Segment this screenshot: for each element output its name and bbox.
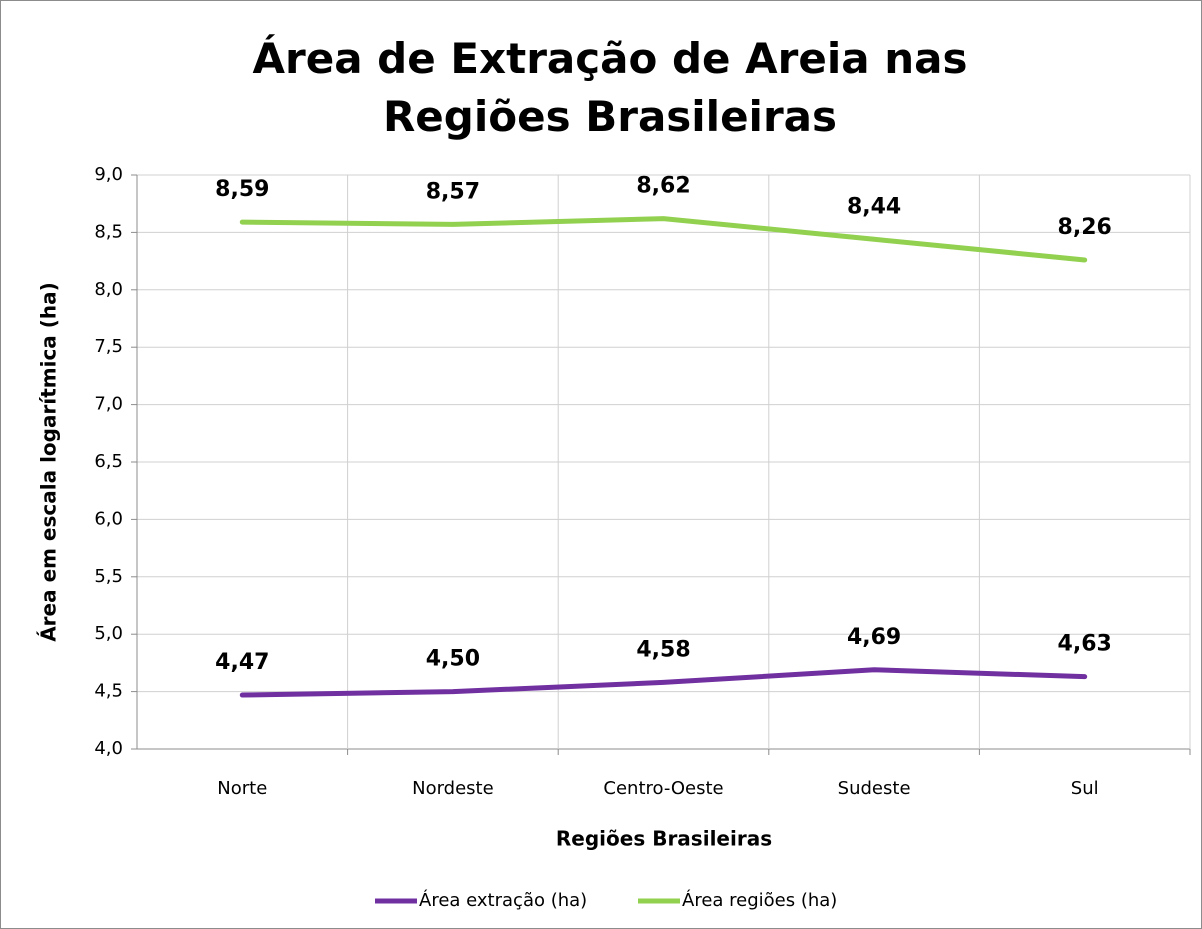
x-tick-label: Sudeste — [838, 778, 911, 799]
series-line — [239, 216, 1088, 263]
x-tick-label: Sul — [1071, 778, 1099, 799]
chart-title: Área de Extração de Areia nas Regiões Br… — [252, 34, 968, 141]
y-tick-label: 6,5 — [94, 451, 123, 472]
data-label: 4,47 — [215, 650, 269, 675]
data-label: 8,57 — [426, 179, 480, 204]
y-tick-label: 4,0 — [94, 738, 123, 759]
x-axis-label: Regiões Brasileiras — [556, 827, 772, 851]
y-tick-label: 6,0 — [94, 508, 123, 529]
legend-label: Área extração (ha) — [419, 889, 587, 911]
data-label: 4,58 — [636, 637, 690, 662]
y-tick-label: 5,5 — [94, 566, 123, 587]
data-label: 4,63 — [1058, 632, 1112, 657]
data-label: 8,59 — [215, 177, 269, 202]
data-label: 4,50 — [426, 647, 480, 672]
legend-label: Área regiões (ha) — [682, 889, 837, 911]
x-tick-label: Norte — [217, 778, 267, 799]
y-tick-label: 7,0 — [94, 394, 123, 415]
y-tick-label: 5,0 — [94, 623, 123, 644]
data-label: 8,44 — [847, 194, 901, 219]
data-label: 8,26 — [1058, 215, 1112, 240]
y-tick-label: 4,5 — [94, 681, 123, 702]
data-label: 4,69 — [847, 625, 901, 650]
y-axis-label: Área em escala logarítmica (ha) — [37, 282, 61, 642]
y-tick-label: 8,0 — [94, 279, 123, 300]
y-tick-label: 8,5 — [94, 221, 123, 242]
data-label: 8,62 — [636, 174, 690, 199]
y-tick-label: 7,5 — [94, 336, 123, 357]
x-tick-label: Centro-Oeste — [603, 778, 723, 799]
series-line — [239, 667, 1088, 698]
y-tick-label: 9,0 — [94, 164, 123, 185]
x-tick-label: Nordeste — [412, 778, 494, 799]
